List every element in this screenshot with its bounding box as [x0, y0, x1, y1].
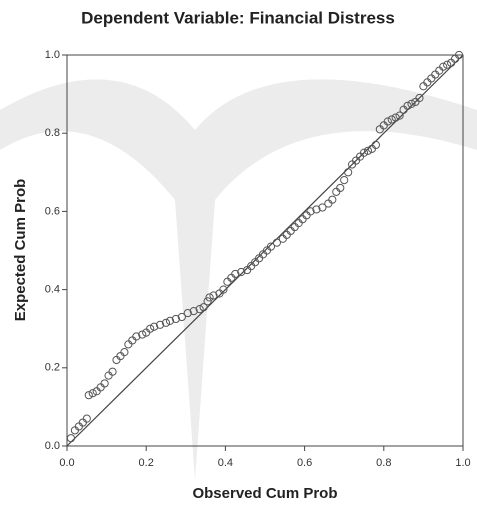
point: [177, 312, 186, 322]
point: [96, 383, 105, 392]
point: [150, 322, 159, 331]
point: [302, 211, 311, 220]
point: [427, 74, 436, 83]
point: [108, 367, 117, 376]
point: [415, 93, 424, 103]
y-tick-label: 1.0: [45, 49, 60, 61]
point: [282, 230, 291, 239]
point: [324, 199, 333, 208]
point: [328, 195, 337, 204]
point: [189, 307, 198, 316]
point: [336, 183, 345, 193]
point: [171, 314, 180, 324]
point: [454, 50, 464, 60]
point: [116, 351, 125, 361]
point: [203, 297, 212, 306]
point: [439, 62, 448, 71]
plot-frame: [66, 54, 464, 447]
point: [84, 391, 93, 400]
point: [298, 215, 307, 224]
point: [419, 82, 428, 91]
point: [278, 234, 287, 243]
point: [138, 330, 147, 339]
y-tick-label: 0.6: [45, 205, 60, 217]
point: [74, 422, 83, 431]
point: [161, 318, 171, 327]
x-axis-label: Observed Cum Prob: [192, 485, 337, 502]
point: [88, 389, 97, 398]
y-tick-label: 0.0: [45, 440, 60, 452]
point: [231, 269, 240, 279]
point: [237, 267, 246, 277]
point: [403, 101, 412, 110]
x-tick-label: 0.8: [376, 457, 391, 469]
x-tick-label: 0.4: [218, 457, 233, 469]
point: [359, 148, 369, 157]
point: [306, 207, 315, 216]
point: [146, 324, 155, 333]
point: [223, 277, 232, 286]
x-tick-label: 1.0: [455, 457, 470, 469]
point: [100, 379, 109, 388]
x-tick-label: 0.6: [297, 457, 312, 469]
point: [443, 60, 452, 69]
point: [209, 291, 218, 300]
point: [195, 305, 204, 314]
point: [344, 168, 353, 177]
chart-title: Dependent Variable: Financial Distress: [81, 8, 395, 27]
watermark: [0, 79, 477, 480]
point: [286, 226, 295, 236]
point: [371, 140, 380, 150]
point: [391, 113, 400, 122]
point: [290, 222, 299, 232]
point: [205, 293, 214, 302]
point: [383, 117, 392, 126]
point: [450, 54, 460, 64]
point: [407, 99, 416, 108]
x-tick-label: 0.2: [139, 457, 154, 469]
y-axis-label: Expected Cum Prob: [12, 179, 29, 322]
point: [155, 320, 165, 329]
point: [332, 187, 341, 196]
point: [112, 355, 121, 365]
point: [395, 111, 404, 120]
point: [82, 414, 91, 423]
y-tick-label: 0.8: [45, 127, 60, 139]
point: [66, 434, 76, 443]
point: [128, 336, 137, 345]
y-tick-label: 0.2: [45, 362, 60, 374]
point: [312, 205, 321, 214]
point: [431, 70, 440, 79]
point: [120, 348, 129, 357]
point: [183, 308, 192, 318]
x-tick-label: 0.0: [59, 457, 74, 469]
point: [124, 340, 133, 349]
point: [165, 316, 175, 325]
point: [272, 238, 281, 247]
reference-line: [66, 54, 464, 447]
point: [227, 273, 236, 282]
point: [387, 115, 396, 124]
point: [318, 203, 327, 212]
point: [70, 426, 80, 435]
point: [340, 176, 349, 185]
point: [199, 303, 208, 312]
point: [78, 418, 87, 427]
point: [423, 78, 432, 87]
point: [363, 146, 373, 155]
point: [266, 242, 276, 251]
point: [219, 285, 228, 294]
point: [104, 371, 113, 380]
point: [294, 219, 303, 228]
point: [132, 332, 141, 341]
point: [435, 66, 444, 75]
y-tick-label: 0.4: [45, 284, 60, 296]
